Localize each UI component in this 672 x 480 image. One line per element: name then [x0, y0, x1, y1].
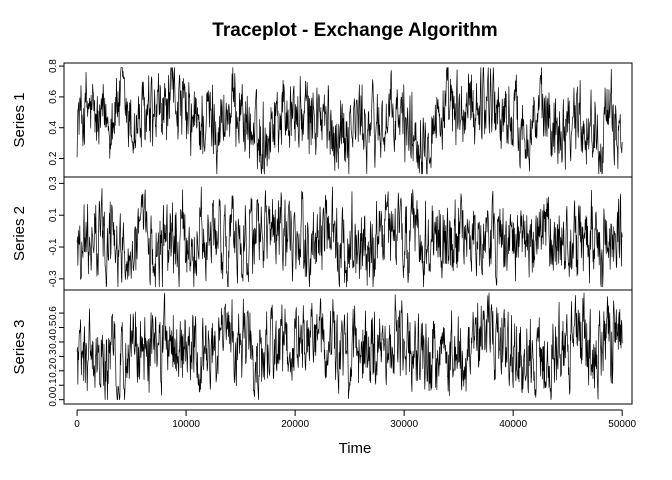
- y-tick-label: 0.5: [48, 320, 59, 334]
- series-2-ylabel: Series 2: [11, 206, 28, 261]
- y-tick-label: 0.4: [48, 335, 59, 349]
- y-tick-label: 0.2: [48, 363, 59, 377]
- x-tick-label: 0: [74, 419, 80, 430]
- series-3-ylabel: Series 3: [11, 319, 28, 374]
- series-1-trace: [76, 67, 623, 175]
- y-tick-label: 0.6: [48, 306, 59, 320]
- y-tick-label: 0.8: [48, 59, 59, 73]
- x-axis-label: Time: [339, 440, 372, 457]
- chart-title: Traceplot - Exchange Algorithm: [212, 20, 497, 41]
- y-tick-label: 0.2: [48, 151, 59, 165]
- panel-2: -0.3 -0.1 0.1 0.3 Series 2: [11, 176, 633, 291]
- y-tick-label: -0.3: [48, 270, 59, 288]
- x-tick-label: 20000: [281, 419, 309, 430]
- x-tick-label: 40000: [499, 419, 527, 430]
- y-tick-label: 0.0: [48, 392, 59, 406]
- panel-1: 0.2 0.4 0.6 0.8 Series 1: [11, 59, 633, 178]
- y-tick-label: 0.3: [48, 176, 59, 190]
- y-tick-label: 0.1: [48, 378, 59, 392]
- x-tick-label: 50000: [608, 419, 636, 430]
- x-tick-label: 30000: [390, 419, 418, 430]
- series-1-ylabel: Series 1: [11, 92, 28, 147]
- y-tick-label: 0.1: [48, 208, 59, 222]
- series-2-trace: [76, 186, 623, 288]
- y-tick-label: 0.6: [48, 90, 59, 104]
- panel-3: 0.00.10.20.30.40.50.6 Series 3: [11, 289, 633, 407]
- x-tick-label: 10000: [172, 419, 200, 430]
- panels: 0.2 0.4 0.6 0.8 Series 1 -0.3 -0.1 0.1 0.3 Series…: [11, 59, 633, 407]
- y-tick-label: 0.3: [48, 349, 59, 363]
- panel-3-frame: [63, 289, 633, 405]
- panel-2-frame: [63, 176, 633, 291]
- x-axis: 0 10000 20000 30000 40000 50000: [74, 409, 637, 430]
- series-3-trace: [76, 292, 623, 401]
- y-tick-label: 0.4: [48, 120, 59, 134]
- y-tick-label: -0.1: [48, 238, 59, 256]
